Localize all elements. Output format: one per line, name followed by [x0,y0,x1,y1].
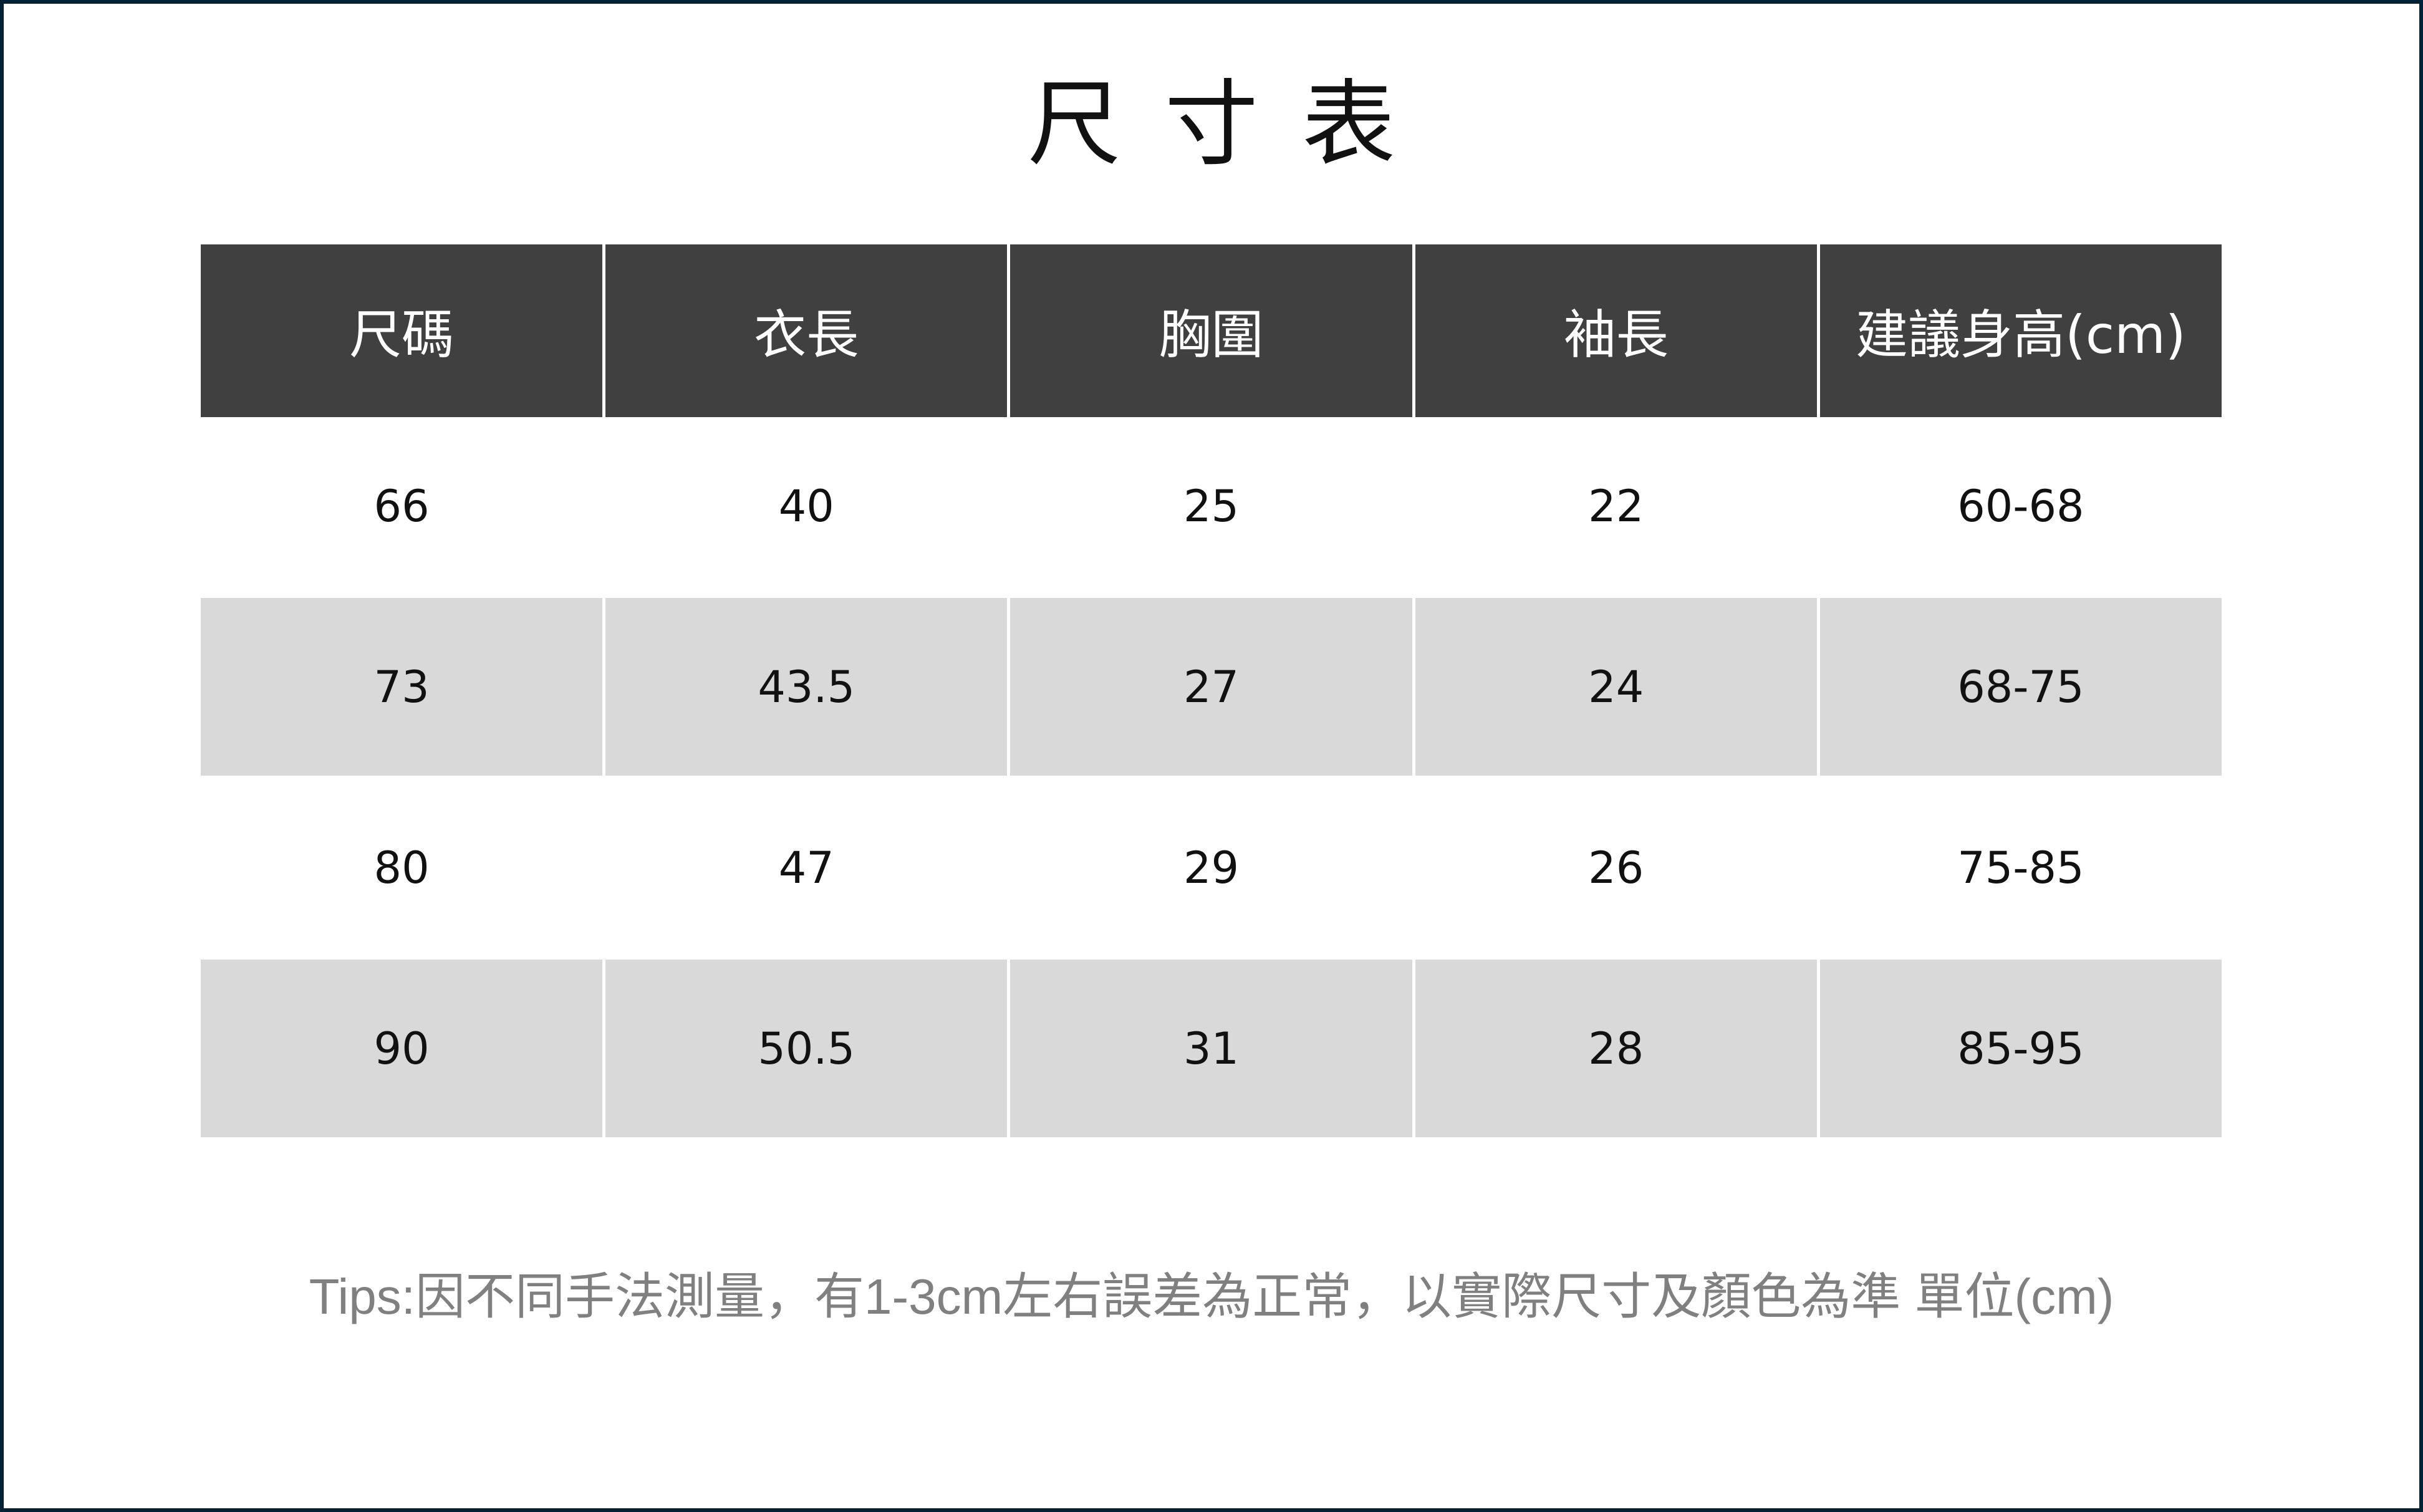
cell-sleeve: 22 [1415,417,1817,595]
size-table: 尺碼 衣長 胸圍 袖長 建議身高(cm) 66 40 25 22 60-68 7… [201,244,2222,1140]
cell-length: 40 [605,417,1008,595]
cell-chest: 25 [1010,417,1412,595]
page-title: 尺寸表 [1027,70,1439,179]
header-size: 尺碼 [201,244,603,417]
header-length: 衣長 [605,244,1008,417]
tips-note: Tips:因不同手法測量，有1-3cm左右誤差為正常，以實際尺寸及顏色為準 單位… [309,1269,2114,1324]
cell-size: 66 [201,417,603,595]
cell-size: 90 [201,960,603,1137]
cell-size: 80 [201,779,603,956]
cell-chest: 29 [1010,779,1412,956]
cell-sleeve: 26 [1415,779,1817,956]
cell-sleeve: 24 [1415,598,1817,776]
cell-height: 60-68 [1819,417,2222,595]
cell-chest: 27 [1010,598,1412,776]
header-sleeve: 袖長 [1415,244,1817,417]
cell-length: 50.5 [605,960,1008,1137]
cell-sleeve: 28 [1415,960,1817,1137]
header-height: 建議身高(cm) [1819,244,2222,417]
cell-length: 47 [605,779,1008,956]
cell-size: 73 [201,598,603,776]
header-chest: 胸圍 [1010,244,1412,417]
cell-height: 75-85 [1819,779,2222,956]
cell-length: 43.5 [605,598,1008,776]
cell-height: 68-75 [1819,598,2222,776]
cell-height: 85-95 [1819,960,2222,1137]
cell-chest: 31 [1010,960,1412,1137]
